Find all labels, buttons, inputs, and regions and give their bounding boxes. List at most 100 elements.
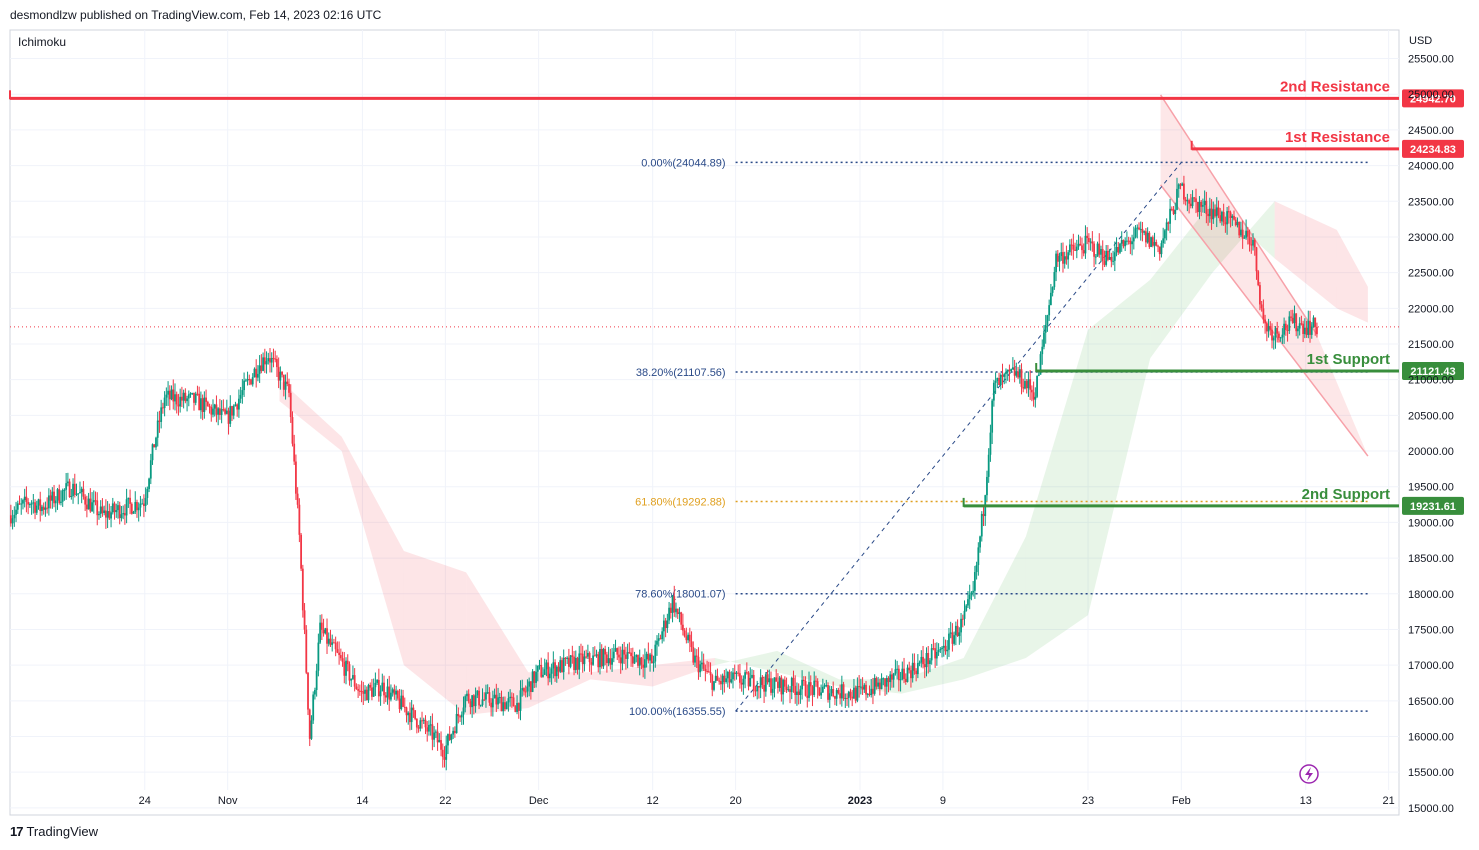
candle-body <box>203 397 206 412</box>
candle-body <box>813 680 816 695</box>
y-tick-label: 15500.00 <box>1408 767 1454 779</box>
candle-body <box>816 681 819 688</box>
candle-body <box>1060 252 1063 256</box>
y-tick-label: 19500.00 <box>1408 482 1454 494</box>
candle-body <box>443 757 446 760</box>
candle-body <box>42 506 45 510</box>
candle-body <box>566 657 569 659</box>
candle-body <box>903 668 905 679</box>
candle-body <box>1314 317 1317 327</box>
candle-body <box>346 660 349 665</box>
candle-body <box>623 649 626 655</box>
candle-body <box>756 685 759 692</box>
candle-body <box>1250 244 1253 246</box>
candle-body <box>46 507 49 509</box>
candle-body <box>728 671 731 683</box>
candle-body <box>379 691 382 697</box>
candle-body <box>564 657 567 659</box>
candle-body <box>1229 212 1232 219</box>
candle-body <box>830 689 833 694</box>
candle-body <box>882 678 885 680</box>
publisher-header: desmondlzw published on TradingView.com,… <box>10 8 382 22</box>
candle-body <box>773 677 776 689</box>
candle-body <box>1186 200 1189 202</box>
candle-body <box>1300 323 1303 325</box>
cloud-segment <box>466 572 529 716</box>
candle-body <box>626 652 629 659</box>
candle-body <box>1138 227 1140 230</box>
candle-body <box>856 686 859 701</box>
candle-body <box>846 697 848 699</box>
candle-body <box>137 507 140 511</box>
candle-body <box>227 410 230 424</box>
candle-body <box>231 406 233 416</box>
y-tick-label: 22500.00 <box>1408 268 1454 280</box>
candle-body <box>1274 328 1277 338</box>
candle-body <box>108 511 111 519</box>
candle-body <box>650 654 653 664</box>
candle-body <box>1252 239 1254 246</box>
candle-body <box>745 672 748 674</box>
candle-body <box>198 393 201 411</box>
candle-body <box>870 688 873 696</box>
candle-body <box>244 380 247 382</box>
candle-body <box>120 514 123 519</box>
candle-body <box>300 534 303 569</box>
candle-body <box>303 610 306 630</box>
candle-body <box>295 461 297 494</box>
candle-body <box>320 622 323 630</box>
candle-body <box>1164 230 1166 239</box>
candle-body <box>899 679 902 681</box>
candle-body <box>540 664 543 677</box>
candle-body <box>939 649 942 651</box>
candle-body <box>117 505 119 511</box>
candle-body <box>372 687 375 697</box>
candle-body <box>250 379 252 385</box>
x-tick-label: 12 <box>647 795 659 807</box>
candle-body <box>775 677 778 682</box>
candle-body <box>1286 329 1289 331</box>
candle-body <box>1174 209 1177 215</box>
candle-body <box>129 497 131 504</box>
candle-body <box>526 686 529 692</box>
candle-body <box>904 678 907 682</box>
candle-body <box>1150 237 1152 247</box>
candle-body <box>989 432 992 455</box>
candle-body <box>868 693 871 696</box>
candle-body <box>1290 316 1292 318</box>
candle-body <box>343 661 346 676</box>
candle-body <box>293 443 296 462</box>
candle-body <box>918 662 921 664</box>
candle-body <box>906 667 909 682</box>
candle-body <box>1255 247 1258 272</box>
candle-body <box>1162 238 1165 244</box>
candle-body <box>1079 243 1082 246</box>
candle-body <box>614 648 617 652</box>
candle-body <box>1146 232 1149 243</box>
candle-body <box>1262 308 1265 320</box>
candle-body <box>421 720 423 722</box>
lightning-icon[interactable] <box>1299 764 1319 784</box>
candle-body <box>1269 326 1272 330</box>
candle-body <box>358 690 361 692</box>
candle-body <box>633 657 636 664</box>
y-tick-label: 17000.00 <box>1408 660 1454 672</box>
candle-body <box>1067 252 1070 260</box>
candle-body <box>165 394 168 398</box>
candle-body <box>255 368 258 378</box>
candle-body <box>785 686 788 690</box>
candles <box>9 175 1318 771</box>
price-chart[interactable]: 0.00%(24044.89) 38.20%(21107.56) 61.80%(19… <box>0 0 1479 820</box>
candle-body <box>946 649 949 652</box>
candle-body <box>999 374 1002 386</box>
candle-body <box>61 490 64 502</box>
candle-body <box>1122 240 1125 247</box>
candle-body <box>407 712 410 716</box>
candle-body <box>958 632 961 637</box>
plot-frame <box>9 29 1400 816</box>
candle-body <box>671 596 674 613</box>
candle-body <box>35 505 38 513</box>
candle-body <box>91 502 93 512</box>
candle-body <box>96 500 99 516</box>
candle-body <box>1224 222 1227 225</box>
